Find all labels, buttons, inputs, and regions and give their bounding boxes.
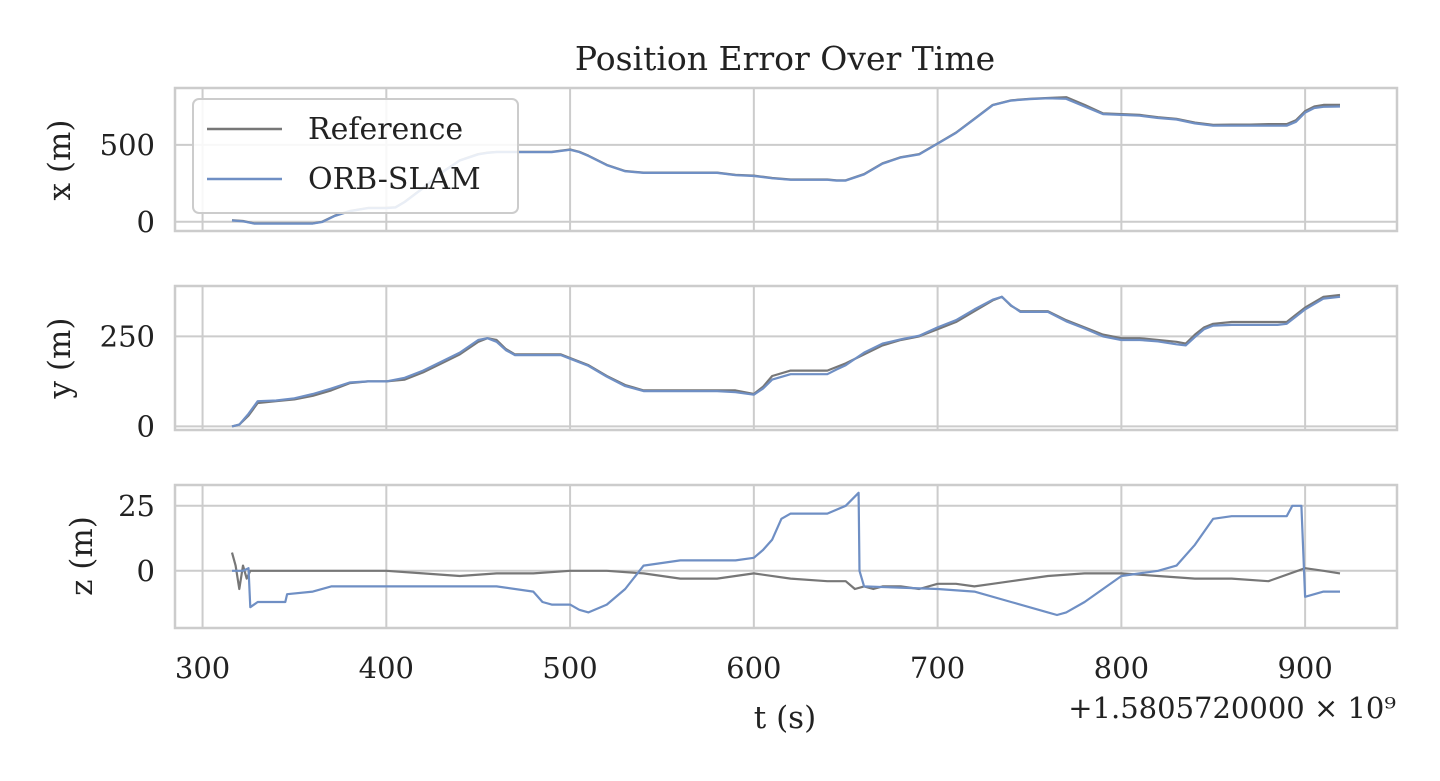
y-axis-label-y: y (m): [42, 318, 78, 400]
series-line-z-reference: [230, 552, 1341, 591]
y-axis-label-x: x (m): [42, 120, 78, 201]
legend-label-reference: Reference: [308, 112, 463, 147]
axes-frame-z: [173, 483, 1399, 630]
y-tick-label-x: 500: [100, 128, 155, 162]
y-tick-label-x: 0: [137, 205, 155, 239]
subplot-y: 0 250 y (m): [42, 284, 1399, 443]
x-tick-label: 700: [910, 651, 965, 685]
y-tick-label-y: 250: [100, 319, 155, 353]
x-tick-label: 800: [1094, 651, 1149, 685]
subplot-z: 0 25 z (m) 300 400 500 600 700 800 900: [64, 483, 1399, 685]
series-line-y-reference: [231, 293, 1341, 428]
y-tick-label-z: 0: [137, 554, 155, 588]
y-tick-label-z: 25: [118, 489, 155, 523]
series-line-z-orb-slam: [232, 491, 1340, 617]
x-tick-label: 600: [726, 651, 781, 685]
series-line-y-orb-slam: [231, 295, 1341, 428]
x-tick-label: 300: [175, 651, 230, 685]
chart-title: Position Error Over Time: [575, 39, 995, 78]
x-tick-label: 400: [359, 651, 414, 685]
x-tick-label: 500: [542, 651, 597, 685]
y-tick-label-y: 0: [137, 409, 155, 443]
legend-label-orb-slam: ORB-SLAM: [308, 162, 481, 197]
legend: Reference ORB-SLAM: [192, 98, 519, 214]
x-axis-label: t (s): [754, 700, 816, 736]
axes-frame-y: [173, 284, 1399, 432]
x-tick-label: 900: [1277, 651, 1332, 685]
axes-frame-x: [173, 86, 1399, 233]
legend-box: [192, 98, 519, 214]
y-axis-label-z: z (m): [64, 516, 100, 596]
x-axis-offset-text: +1.5805720000 × 10⁹: [1068, 691, 1396, 725]
